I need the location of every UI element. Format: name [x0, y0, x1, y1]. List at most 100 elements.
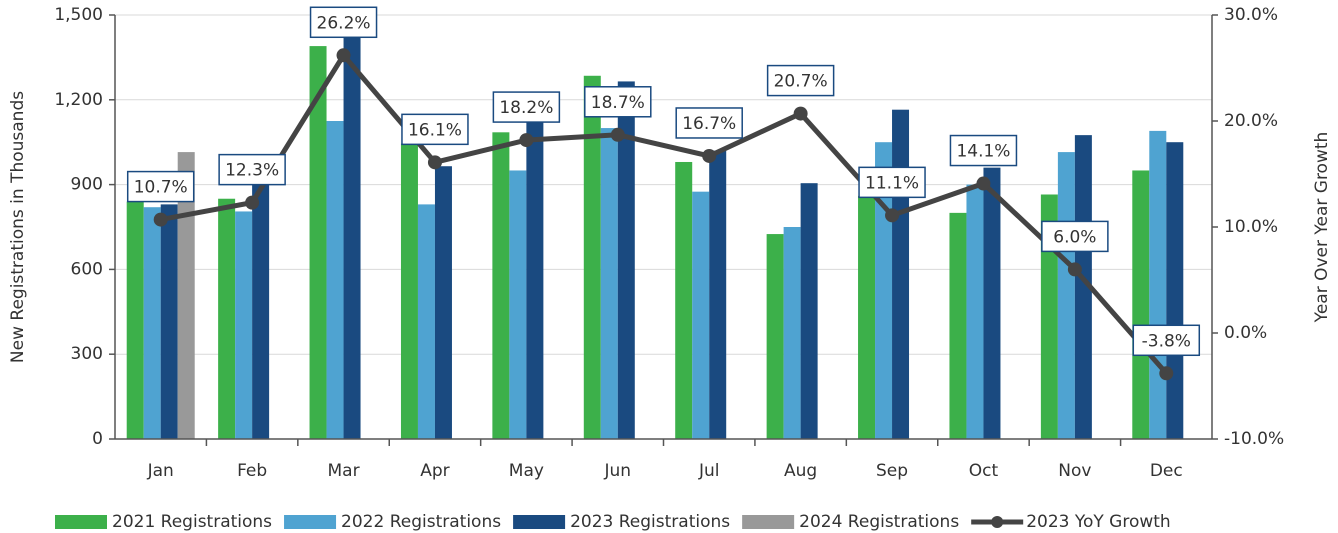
bar [126, 201, 144, 439]
bar [966, 184, 984, 439]
bar [343, 37, 361, 439]
line [160, 51, 1169, 375]
y-axis-label: New Registrations in Thousands [8, 91, 28, 363]
bar [692, 191, 710, 439]
bar [526, 122, 544, 439]
bar [892, 109, 910, 440]
marker [976, 176, 991, 191]
bar [1149, 130, 1167, 440]
bar [143, 207, 161, 439]
marker [153, 212, 168, 227]
bar [675, 161, 693, 439]
label-box [218, 153, 286, 186]
label-box [675, 107, 743, 139]
legend-swatch [55, 515, 107, 529]
legend-label: 2021 Registrations [112, 512, 272, 532]
bar [400, 143, 418, 439]
bar [326, 121, 344, 439]
label-box [1132, 324, 1201, 357]
marker [610, 127, 625, 142]
bar [1074, 135, 1092, 439]
data-label: 12.3% [218, 153, 286, 186]
data-label: 11.1% [858, 166, 926, 199]
data-label: 16.7% [675, 107, 743, 139]
x-tick-label: Jun [604, 461, 632, 481]
legend-label: 2022 Registrations [341, 512, 501, 532]
label-box [766, 64, 835, 97]
data-label: 18.2% [492, 91, 561, 123]
marker [427, 155, 442, 170]
bar [434, 166, 452, 439]
data-label-text: 18.2% [499, 98, 553, 118]
data-label-text: 16.1% [408, 120, 462, 140]
label-box [858, 166, 926, 199]
marker [1067, 262, 1082, 277]
bar [1057, 152, 1075, 440]
label-box [492, 91, 561, 123]
marker [793, 106, 808, 121]
legend-label: 2023 YoY Growth [1026, 512, 1171, 532]
bar [309, 46, 327, 440]
bar [583, 75, 601, 440]
data-label-text: 18.7% [591, 93, 645, 113]
y2-tick-label: 30.0% [1224, 5, 1278, 25]
data-label-text: 12.3% [225, 161, 279, 181]
label-box [126, 170, 195, 203]
marker [1159, 366, 1174, 381]
y-tick-label: 600 [71, 259, 103, 279]
data-label-text: 11.1% [865, 173, 919, 193]
x-tick-label: May [509, 461, 544, 481]
marker [885, 208, 900, 223]
y-tick-label: 0 [92, 429, 103, 449]
data-label-text: 10.7% [134, 178, 188, 198]
bar [858, 195, 876, 439]
x-tick-label: Aug [784, 461, 817, 481]
data-label: 6.0% [1041, 220, 1109, 253]
y2-tick-label: 20.0% [1224, 111, 1278, 131]
y2-axis-label: Year Over Year Growth [1312, 132, 1332, 324]
bar [1040, 194, 1058, 439]
bar [600, 128, 618, 440]
legend-swatch [284, 515, 337, 529]
label-box [309, 6, 378, 39]
bar [235, 211, 253, 439]
bar [509, 170, 527, 439]
legend-label: 2024 Registrations [799, 512, 959, 532]
x-tick-label: Mar [328, 461, 360, 481]
marker [336, 48, 351, 63]
legend-swatch [742, 515, 795, 529]
data-label: -3.8% [1132, 324, 1201, 357]
bar [252, 184, 270, 439]
bar [766, 234, 784, 439]
bar [417, 204, 435, 439]
bar [492, 132, 510, 439]
bar [218, 198, 236, 439]
legend-label: 2023 Registrations [570, 512, 730, 532]
bar [160, 204, 178, 439]
legend-marker [991, 516, 1004, 528]
y-tick-label: 300 [71, 344, 103, 364]
bar [783, 227, 801, 439]
data-label-text: -3.8% [1142, 331, 1191, 351]
y2-tick-label: 10.0% [1224, 217, 1278, 237]
data-label-text: 20.7% [774, 72, 828, 92]
y-tick-label: 900 [71, 175, 103, 195]
bar [983, 167, 1001, 439]
bar [617, 81, 635, 439]
x-tick-label: Nov [1058, 461, 1091, 481]
x-tick-label: Sep [876, 461, 908, 481]
bar [800, 183, 818, 439]
x-tick-label: Dec [1150, 461, 1183, 481]
marker [519, 133, 534, 148]
bar [177, 152, 195, 440]
label-box [949, 134, 1018, 167]
x-tick-label: Jul [698, 461, 720, 481]
x-tick-label: Oct [969, 461, 999, 481]
legend-swatch [513, 515, 566, 529]
data-label: 20.7% [766, 64, 835, 97]
y2-tick-label: 0.0% [1224, 323, 1267, 343]
data-label: 16.1% [401, 113, 469, 146]
bar [709, 150, 727, 439]
data-label-text: 26.2% [317, 13, 371, 33]
